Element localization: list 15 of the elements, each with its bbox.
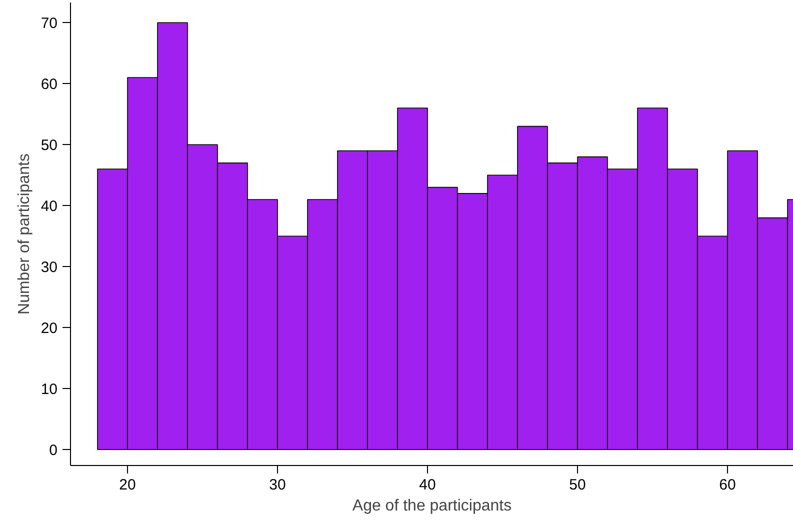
y-tick-label: 70 bbox=[40, 15, 58, 32]
y-tick-label: 60 bbox=[40, 76, 58, 94]
y-tick-label: 0 bbox=[49, 442, 58, 460]
y-tick-label: 30 bbox=[40, 259, 58, 276]
x-tick-label: 30 bbox=[269, 476, 286, 494]
y-tick-label: 10 bbox=[40, 381, 58, 398]
x-tick-label: 40 bbox=[419, 476, 436, 494]
y-axis-title: Number of participants bbox=[16, 154, 33, 314]
x-axis-title: Age of the participants bbox=[352, 498, 512, 514]
x-tick-label: 60 bbox=[719, 476, 736, 494]
y-tick-label: 50 bbox=[40, 137, 58, 154]
y-tick-label: 40 bbox=[40, 198, 58, 216]
y-tick-label: 20 bbox=[40, 320, 58, 338]
x-tick-label: 20 bbox=[119, 476, 136, 494]
x-tick-label: 50 bbox=[569, 476, 586, 494]
